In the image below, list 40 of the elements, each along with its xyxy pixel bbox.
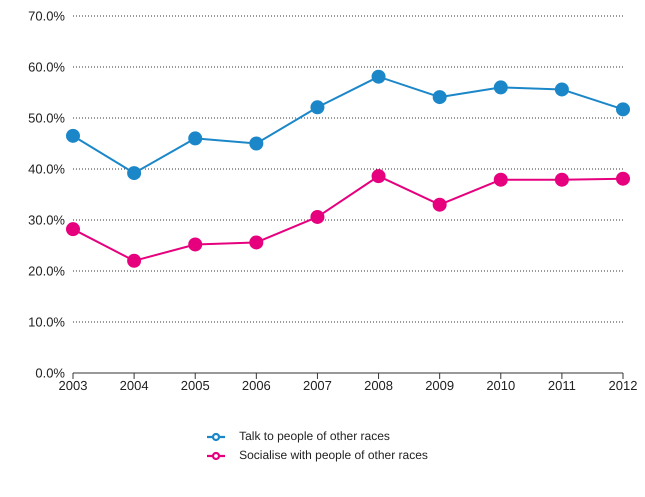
point [554, 82, 569, 96]
point [372, 169, 386, 184]
point [554, 172, 569, 187]
y-tick-label: 10.0% [28, 314, 66, 330]
x-tick-label: 2004 [120, 378, 149, 394]
point [127, 254, 142, 268]
y-tick-label: 70.0% [28, 8, 66, 24]
legend-label: Talk to people of other races [239, 429, 390, 443]
x-tick-label: 2011 [548, 378, 576, 394]
x-tick-label: 2008 [364, 378, 394, 394]
y-tick-label: 30.0% [28, 212, 66, 228]
point [310, 100, 324, 114]
point [616, 172, 630, 186]
y-tick-label: 0.0% [35, 366, 66, 381]
x-tick-label: 2003 [58, 378, 88, 394]
x-tick-label: 2009 [425, 378, 454, 394]
point [494, 172, 508, 187]
point [616, 102, 630, 116]
y-tick-label: 60.0% [28, 60, 66, 75]
x-tick-label: 2012 [608, 378, 638, 394]
point [432, 90, 447, 104]
x-tick-label: 2007 [302, 378, 332, 394]
point [188, 131, 202, 146]
point [310, 210, 324, 224]
x-tick-label: 2005 [180, 378, 210, 394]
point [249, 235, 264, 250]
x-tick-label: 2006 [242, 378, 271, 394]
point [188, 237, 202, 252]
point [249, 136, 264, 150]
y-tick-label: 50.0% [28, 110, 66, 126]
point [66, 222, 80, 236]
point [494, 80, 508, 94]
x-tick-label: 2010 [486, 378, 516, 394]
y-tick-label: 20.0% [28, 264, 66, 279]
point [66, 128, 80, 143]
y-tick-label: 40.0% [28, 162, 66, 177]
legend-label: Socialise with people of other races [239, 448, 428, 462]
point [432, 198, 447, 212]
point [372, 70, 386, 84]
point [127, 166, 142, 180]
